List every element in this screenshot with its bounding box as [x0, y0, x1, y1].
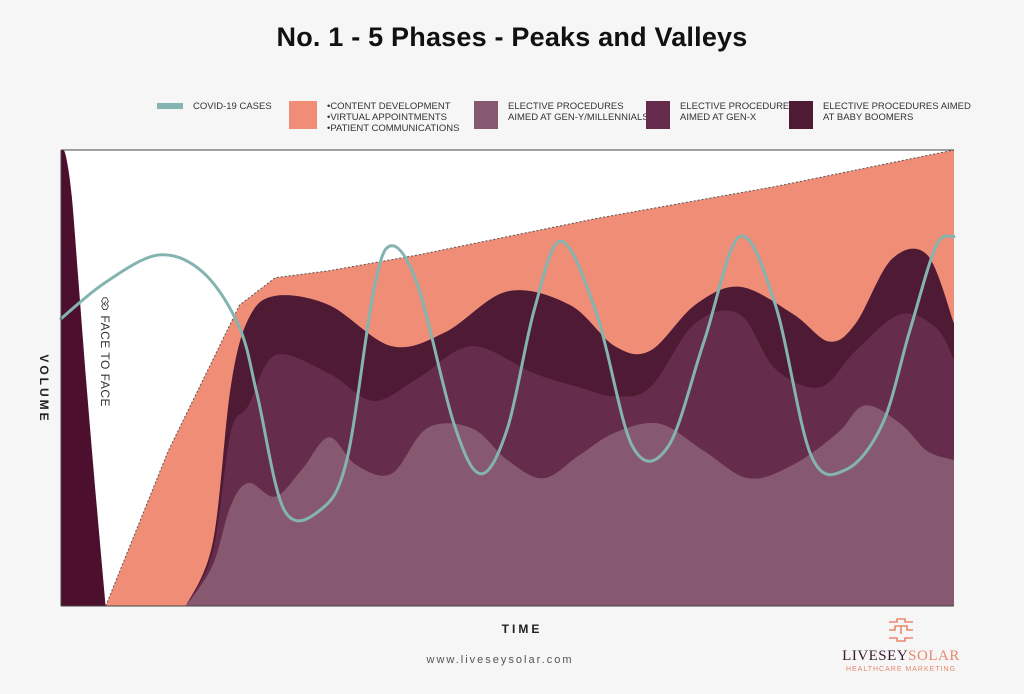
legend-label-geny-1: ELECTIVE PROCEDURES: [508, 101, 624, 112]
legend-label-genx-1: ELECTIVE PROCEDURES: [680, 101, 796, 112]
series-covid-19-cases: [59, 234, 956, 523]
logo-subtitle: HEALTHCARE MARKETING: [845, 666, 957, 673]
face-to-face-label: FACE TO FACE: [98, 315, 112, 407]
legend-label-covid: COVID-19 CASES: [193, 101, 272, 112]
brand-logo: LIVESEYSOLAR HEALTHCARE MARKETING: [842, 617, 960, 673]
legend-label-content-3: •PATIENT COMMUNICATIONS: [327, 123, 460, 134]
legend-label-boomers-1: ELECTIVE PROCEDURES AIMED: [823, 101, 971, 112]
series-layer: [59, 149, 956, 607]
legend-swatch-boomers: [789, 101, 813, 129]
x-axis-label: TIME: [501, 622, 543, 636]
series-elective-procedures-aimed-at-gen-y-millennials: [186, 405, 954, 606]
face-to-face-annotation: FACE TO FACE: [98, 297, 112, 407]
legend-label-boomers-2: AT BABY BOOMERS: [823, 112, 914, 123]
legend-swatch-genx: [646, 101, 670, 129]
handshake-icon: [101, 297, 109, 310]
series-face-to-face: [61, 149, 106, 606]
legend-swatch-geny: [474, 101, 498, 129]
logo-name: LIVESEYSOLAR: [842, 648, 960, 665]
series-content-outline: [105, 149, 955, 607]
legend-label-content-2: •VIRTUAL APPOINTMENTS: [327, 112, 447, 123]
logo-name-part2: SOLAR: [908, 648, 960, 664]
y-axis-label: VOLUME: [37, 354, 51, 424]
legend-label-geny-2: AIMED AT GEN-Y/MILLENNIALS: [508, 112, 649, 123]
legend-label-genx-2: AIMED AT GEN-X: [680, 112, 757, 123]
legend-item-genx: ELECTIVE PROCEDURES AIMED AT GEN-X: [646, 101, 796, 129]
legend-label-content-1: •CONTENT DEVELOPMENT: [327, 101, 451, 112]
legend-swatch-covid: [157, 103, 183, 109]
chart-title: No. 1 - 5 Phases - Peaks and Valleys: [276, 22, 748, 52]
legend-item-content: •CONTENT DEVELOPMENT •VIRTUAL APPOINTMEN…: [289, 101, 459, 134]
legend-item-geny: ELECTIVE PROCEDURES AIMED AT GEN-Y/MILLE…: [474, 101, 649, 129]
website-url: www.liveseysolar.com: [426, 654, 574, 666]
logo-mark-icon: [889, 618, 913, 642]
legend-item-boomers: ELECTIVE PROCEDURES AIMED AT BABY BOOMER…: [789, 101, 971, 129]
logo-name-part1: LIVESEY: [842, 648, 909, 664]
legend-swatch-content: [289, 101, 317, 129]
legend-item-covid: COVID-19 CASES: [157, 101, 272, 112]
